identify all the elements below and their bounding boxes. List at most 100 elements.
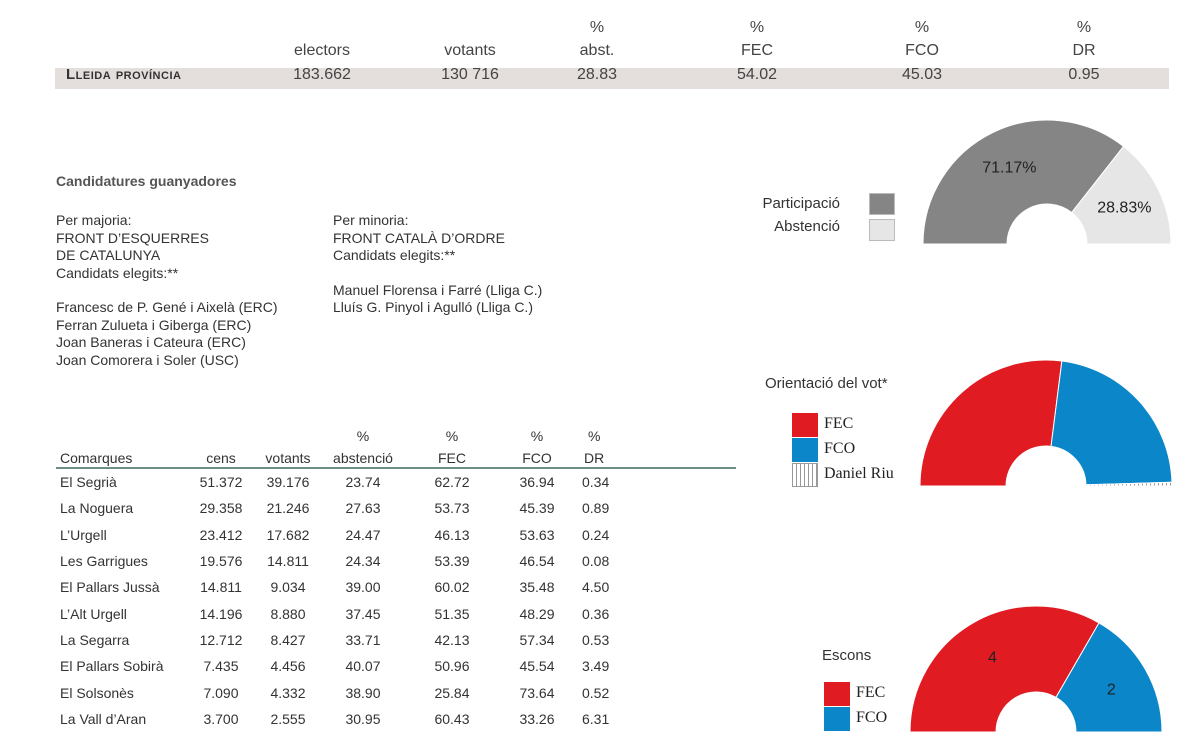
table-row: La Segarra 12.712 8.427 33.71 42.13 57.3… <box>56 627 736 653</box>
cell-fec: 42.13 <box>434 631 470 648</box>
cell-fec: 62.72 <box>434 474 470 491</box>
cell-fco: 73.64 <box>519 684 555 701</box>
legend-swatch-fco <box>824 707 850 731</box>
summary-label-dr: DR <box>1072 42 1096 59</box>
cell-fco: 57.34 <box>519 631 555 648</box>
cell-fco: 33.26 <box>519 710 555 727</box>
minority-party-line1: FRONT CATALÀ D’ORDRE <box>333 229 505 246</box>
table-pct-header: % <box>588 428 601 444</box>
cell-comarca: L’Alt Urgell <box>60 605 127 622</box>
cell-comarca: La Noguera <box>60 500 134 517</box>
seats-title: Escons <box>822 647 872 664</box>
cell-cens: 14.811 <box>200 579 242 596</box>
cell-votants: 2.555 <box>270 710 306 727</box>
summary-value-abst: 28.83 <box>576 66 618 83</box>
table-row: El Segrià 51.372 39.176 23.74 62.72 36.9… <box>56 468 736 495</box>
cell-abstencio: 27.63 <box>345 500 381 517</box>
minority-candidate: Manuel Florensa i Farré (Lliga C.) <box>333 281 543 298</box>
slice-abstenci- <box>1070 145 1172 245</box>
cell-votants: 21.246 <box>266 500 310 517</box>
cell-votants: 39.176 <box>266 474 310 491</box>
legend-swatch-fco <box>792 438 818 462</box>
cell-votants: 14.811 <box>267 553 309 570</box>
majority-candidate: Joan Comorera i Soler (USC) <box>56 351 239 368</box>
table-pct-header <box>258 424 318 445</box>
table-row: El Pallars Jussà 14.811 9.034 39.00 60.0… <box>56 574 736 600</box>
legend-swatch-dr <box>792 463 818 487</box>
summary-value-fco: 45.03 <box>901 66 943 83</box>
cell-cens: 29.358 <box>199 500 243 517</box>
cell-cens: 19.576 <box>199 553 243 570</box>
cell-dr: 6.31 <box>582 710 610 727</box>
majority-party-line1: FRONT D’ESQUERRES <box>56 229 209 246</box>
majority-elected-label: Candidats elegits:** <box>56 264 179 281</box>
summary-value-dr: 0.95 <box>1068 66 1100 83</box>
cell-cens: 3.700 <box>203 710 239 727</box>
cell-fec: 51.35 <box>434 605 470 622</box>
cell-votants: 8.427 <box>270 631 306 648</box>
table-pct-header: % <box>445 428 459 444</box>
summary-pct-abst: % <box>589 19 605 36</box>
cell-abstencio: 24.47 <box>345 526 381 543</box>
table-pct-header <box>184 424 258 445</box>
cell-abstencio: 24.34 <box>345 553 381 570</box>
cell-cens: 51.372 <box>199 474 243 491</box>
cell-abstencio: 37.45 <box>345 605 381 622</box>
majority-party-line2: DE CATALUNYA <box>56 247 161 263</box>
cell-dr: 0.34 <box>582 474 610 491</box>
cell-cens: 23.412 <box>199 526 243 543</box>
minority-block: Per minoria: FRONT CATALÀ D’ORDRE Candid… <box>333 212 542 317</box>
legend-label-fec: FEC <box>856 684 886 701</box>
cell-comarca: La Segarra <box>60 631 130 648</box>
summary-bar <box>55 68 1169 89</box>
summary-pct-fco: % <box>914 19 930 36</box>
table-row: Les Garrigues 19.576 14.811 24.34 53.39 … <box>56 548 736 574</box>
slice-daniel-riu <box>1085 481 1173 487</box>
column-header-fco: FCO <box>496 445 578 469</box>
slice-fec <box>919 359 1063 487</box>
legend-label-participation: Participació <box>762 195 840 212</box>
minority-candidate: Lluís G. Pinyol i Agulló (Lliga C.) <box>333 299 533 315</box>
cell-votants: 4.332 <box>270 684 306 701</box>
summary-pct-fec: % <box>749 19 765 36</box>
summary-label-electors: electors <box>293 42 351 59</box>
cell-fec: 46.13 <box>434 526 470 543</box>
cell-fco: 48.29 <box>519 605 555 622</box>
table-pct-header <box>56 424 184 445</box>
legend-label-abstention: Abstenció <box>774 218 840 235</box>
cell-abstencio: 30.95 <box>345 710 381 727</box>
summary-label-votants: votants <box>444 42 496 59</box>
cell-abstencio: 33.71 <box>345 631 381 648</box>
cell-comarca: El Solsonès <box>60 684 134 701</box>
minority-heading: Per minoria: <box>333 212 409 228</box>
column-header-comarques: Comarques <box>56 445 184 469</box>
cell-dr: 3.49 <box>582 658 610 675</box>
cell-fec: 53.39 <box>434 553 470 570</box>
slice-fec <box>909 605 1100 733</box>
data-label-fco: 2 <box>1107 682 1116 699</box>
table-row: La Vall d’Aran 3.700 2.555 30.95 60.43 3… <box>56 706 736 732</box>
table-row: La Noguera 29.358 21.246 27.63 53.73 45.… <box>56 495 736 521</box>
cell-comarca: Les Garrigues <box>60 553 148 570</box>
cell-fco: 35.48 <box>519 579 555 596</box>
cell-abstencio: 23.74 <box>345 474 381 491</box>
winners-title: Candidatures guanyadores <box>56 173 237 189</box>
table-header-row: Comarques cens votants abstenció FEC FCO… <box>56 445 736 469</box>
summary-value-electors: 183.662 <box>293 66 351 83</box>
cell-dr: 0.36 <box>582 605 610 622</box>
cell-fco: 45.54 <box>519 658 555 675</box>
cell-cens: 7.435 <box>203 658 239 675</box>
cell-dr: 0.89 <box>582 500 610 517</box>
column-header-dr: DR <box>578 445 736 469</box>
orientation-title: Orientació del vot* <box>765 375 888 392</box>
cell-comarca: El Pallars Sobirà <box>60 658 164 675</box>
cell-fco: 36.94 <box>519 474 555 491</box>
cell-dr: 0.08 <box>582 553 610 570</box>
cell-fec: 60.02 <box>434 579 470 596</box>
seats-half-donut: 42 <box>909 605 1163 733</box>
cell-abstencio: 40.07 <box>345 658 381 675</box>
cell-votants: 8.880 <box>270 605 306 622</box>
participation-half-donut: 71.17% 28.83% <box>922 120 1172 245</box>
majority-candidate: Joan Baneras i Cateura (ERC) <box>56 334 246 350</box>
cell-fec: 25.84 <box>434 684 470 701</box>
